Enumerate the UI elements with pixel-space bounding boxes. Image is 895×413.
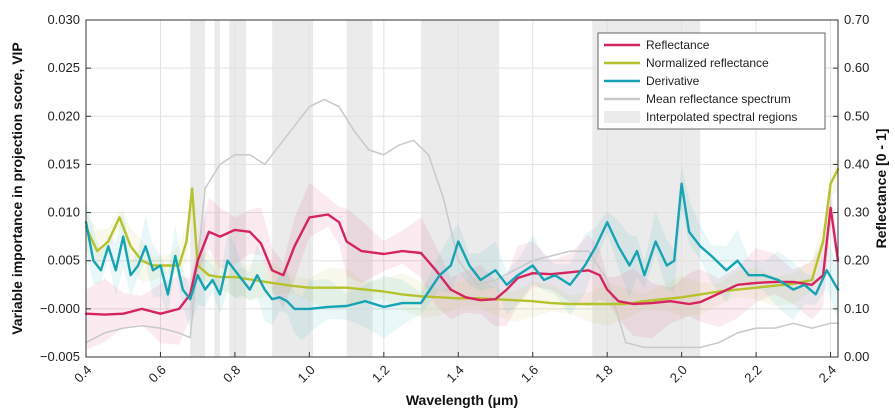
legend: Reflectance Normalized reflectance Derivat…: [597, 32, 826, 130]
y-tick-label-7: 0.030: [47, 12, 80, 27]
legend-label-0: Reflectance: [646, 38, 710, 52]
series-line-0: [84, 206, 840, 316]
legend-label-4: Interpolated spectral regions: [646, 110, 797, 124]
y2-tick-label-6: 0.60: [844, 60, 869, 75]
series-line-2: [84, 182, 840, 311]
x-tick-label-7: 1.8: [592, 362, 615, 385]
left-axis-ticks: −0.005 −0.000 0.005 0.010 0.015 0.020 0.025 0.0…: [40, 12, 91, 364]
y-tick-label-4: 0.015: [47, 156, 80, 171]
y2-tick-label-0: 0.00: [844, 349, 869, 364]
y-tick-label-3: 0.010: [47, 205, 80, 220]
y2-axis-label: Reflectance [0 - 1]: [873, 129, 889, 249]
series-line-1: [84, 168, 840, 306]
x-tick-label-6: 1.6: [518, 362, 541, 385]
x-tick-label-3: 1.0: [294, 362, 317, 385]
x-tick-label-4: 1.2: [369, 362, 392, 385]
y2-tick-label-2: 0.20: [844, 253, 869, 268]
plot-frame: [85, 19, 839, 358]
legend-swatch-4: [604, 111, 640, 123]
interpolated-region-4: [346, 20, 373, 357]
interpolated-region-3: [272, 20, 314, 357]
y-tick-label-2: 0.005: [47, 253, 80, 268]
legend-label-3: Mean reflectance spectrum: [646, 92, 791, 106]
legend-label-2: Derivative: [646, 74, 700, 88]
x-axis-label: Wavelength (μm): [406, 392, 518, 408]
legend-label-1: Normalized reflectance: [646, 56, 769, 70]
right-axis-ticks: 0.00 0.10 0.20 0.30 0.40 0.50 0.60 0.70: [833, 12, 869, 364]
x-tick-label-10: 2.4: [816, 362, 839, 385]
y2-tick-label-5: 0.50: [844, 108, 869, 123]
x-tick-label-9: 2.2: [741, 362, 764, 385]
y-tick-label-0: −0.005: [40, 349, 80, 364]
y2-tick-label-3: 0.30: [844, 205, 869, 220]
band-0: [86, 182, 838, 350]
x-tick-label-2: 0.8: [220, 362, 243, 385]
y-tick-label-1: −0.000: [40, 301, 80, 316]
interpolated-region-1: [214, 20, 221, 357]
series-line-3: [85, 98, 839, 349]
y2-tick-label-1: 0.10: [844, 301, 869, 316]
y-tick-label-6: 0.025: [47, 60, 80, 75]
x-tick-label-0: 0.4: [71, 362, 94, 385]
y2-tick-label-4: 0.40: [844, 156, 869, 171]
x-tick-label-8: 2.0: [667, 362, 690, 385]
y-tick-label-5: 0.020: [47, 108, 80, 123]
interpolated-region-2: [229, 20, 247, 357]
series-lines: [84, 98, 840, 349]
band-2: [86, 164, 838, 341]
x-tick-label-1: 0.6: [146, 362, 169, 385]
x-tick-label-5: 1.4: [443, 362, 466, 385]
y2-tick-label-7: 0.70: [844, 12, 869, 27]
y-axis-label: Variable importance in projection score,…: [9, 42, 25, 335]
